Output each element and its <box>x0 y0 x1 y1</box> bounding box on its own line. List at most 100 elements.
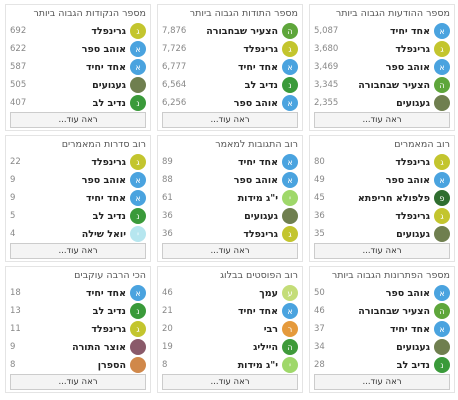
see-more-button[interactable]: ראה עוד... <box>162 112 298 128</box>
avatar[interactable]: א <box>130 172 146 188</box>
avatar[interactable]: ג <box>434 41 450 57</box>
see-more-button[interactable]: ראה עוד... <box>314 374 450 390</box>
avatar[interactable]: א <box>282 303 298 319</box>
see-more-button[interactable]: ראה עוד... <box>10 112 146 128</box>
user-name[interactable]: אוהב ספר <box>385 287 430 299</box>
avatar[interactable]: ע <box>282 285 298 301</box>
user-name[interactable]: נדיב לב <box>92 210 126 222</box>
user-name[interactable]: הצעיר שבחבורה <box>206 25 278 37</box>
user-name[interactable]: אחד יחיד <box>85 287 126 299</box>
avatar[interactable]: א <box>282 172 298 188</box>
user-name[interactable]: רבי <box>263 323 278 335</box>
avatar[interactable]: ה <box>282 23 298 39</box>
user-name[interactable]: געגועים <box>396 341 430 353</box>
avatar[interactable]: ג <box>282 226 298 242</box>
user-name[interactable]: גרינפלד <box>91 156 126 168</box>
avatar[interactable]: א <box>130 285 146 301</box>
user-name[interactable]: אחד יחיד <box>85 192 126 204</box>
user-name[interactable]: אוהב ספר <box>385 61 430 73</box>
user-name[interactable]: אוהב ספר <box>233 97 278 109</box>
avatar[interactable]: ג <box>130 23 146 39</box>
user-name[interactable]: הצעיר שבחבורה <box>358 79 430 91</box>
user-name[interactable]: נדיב לב <box>92 97 126 109</box>
user-name[interactable]: גרינפלד <box>243 228 278 240</box>
avatar[interactable] <box>130 77 146 93</box>
avatar[interactable]: א <box>434 59 450 75</box>
avatar[interactable]: ג <box>130 154 146 170</box>
user-name[interactable]: פלפולא חריפתא <box>357 192 430 204</box>
user-name[interactable]: געגועים <box>92 79 126 91</box>
user-name[interactable]: געגועים <box>396 228 430 240</box>
user-name[interactable]: אחד יחיד <box>237 305 278 317</box>
see-more-button[interactable]: ראה עוד... <box>162 243 298 259</box>
avatar[interactable]: א <box>130 41 146 57</box>
user-name[interactable]: אחד יחיד <box>389 25 430 37</box>
user-name[interactable]: י"ג מידות <box>237 359 278 371</box>
avatar[interactable]: נ <box>130 303 146 319</box>
avatar[interactable]: ג <box>282 41 298 57</box>
avatar[interactable]: ה <box>282 339 298 355</box>
avatar[interactable]: ה <box>434 77 450 93</box>
user-name[interactable]: גרינפלד <box>243 43 278 55</box>
see-more-button[interactable]: ראה עוד... <box>314 112 450 128</box>
user-name[interactable]: אחד יחיד <box>389 323 430 335</box>
user-name[interactable]: אוהב ספר <box>81 174 126 186</box>
avatar[interactable]: א <box>130 190 146 206</box>
avatar[interactable]: א <box>282 95 298 111</box>
avatar[interactable]: ר <box>282 321 298 337</box>
avatar[interactable]: י <box>282 190 298 206</box>
avatar[interactable] <box>130 339 146 355</box>
user-name[interactable]: נדיב לב <box>244 79 278 91</box>
avatar[interactable] <box>434 226 450 242</box>
user-name[interactable]: אחד יחיד <box>85 61 126 73</box>
avatar[interactable]: נ <box>130 95 146 111</box>
see-more-button[interactable]: ראה עוד... <box>162 374 298 390</box>
user-name[interactable]: געגועים <box>244 210 278 222</box>
avatar[interactable]: א <box>282 59 298 75</box>
avatar[interactable]: א <box>434 321 450 337</box>
avatar[interactable]: א <box>434 285 450 301</box>
avatar[interactable]: א <box>282 154 298 170</box>
user-name[interactable]: יואל שילה <box>81 228 126 240</box>
avatar[interactable]: נ <box>434 357 450 373</box>
avatar[interactable] <box>130 357 146 373</box>
see-more-button[interactable]: ראה עוד... <box>314 243 450 259</box>
avatar[interactable] <box>434 339 450 355</box>
user-name[interactable]: געגועים <box>396 97 430 109</box>
user-name[interactable]: גרינפלד <box>395 210 430 222</box>
user-name[interactable]: אחד יחיד <box>237 61 278 73</box>
user-value: 88 <box>162 175 173 185</box>
user-name[interactable]: עמך <box>259 287 278 299</box>
avatar[interactable]: י <box>130 226 146 242</box>
avatar[interactable]: ג <box>434 208 450 224</box>
avatar[interactable]: נ <box>282 77 298 93</box>
user-name[interactable]: גרינפלד <box>91 25 126 37</box>
see-more-button[interactable]: ראה עוד... <box>10 243 146 259</box>
user-name[interactable]: גרינפלד <box>395 156 430 168</box>
user-name[interactable]: אחד יחיד <box>237 156 278 168</box>
avatar[interactable]: א <box>434 172 450 188</box>
user-name[interactable]: י"ג מידות <box>237 192 278 204</box>
avatar[interactable] <box>434 95 450 111</box>
see-more-button[interactable]: ראה עוד... <box>10 374 146 390</box>
user-name[interactable]: הייליג <box>253 341 278 353</box>
user-name[interactable]: נדיב לב <box>92 305 126 317</box>
avatar[interactable]: ג <box>130 321 146 337</box>
user-name[interactable]: אוצר התורה <box>72 341 126 353</box>
user-name[interactable]: אוהב ספר <box>385 174 430 186</box>
user-name[interactable]: נדיב לב <box>396 359 430 371</box>
user-name[interactable]: הצעיר שבחבורה <box>358 305 430 317</box>
avatar[interactable] <box>282 208 298 224</box>
avatar[interactable]: ג <box>434 154 450 170</box>
avatar[interactable]: פ <box>434 190 450 206</box>
avatar[interactable]: י <box>282 357 298 373</box>
user-name[interactable]: אוהב ספר <box>233 174 278 186</box>
user-name[interactable]: אוהב ספר <box>81 43 126 55</box>
avatar[interactable]: א <box>130 59 146 75</box>
user-name[interactable]: הספרן <box>97 359 126 371</box>
avatar[interactable]: א <box>434 23 450 39</box>
user-name[interactable]: גרינפלד <box>91 323 126 335</box>
user-name[interactable]: גרינפלד <box>395 43 430 55</box>
avatar[interactable]: נ <box>130 208 146 224</box>
avatar[interactable]: ה <box>434 303 450 319</box>
